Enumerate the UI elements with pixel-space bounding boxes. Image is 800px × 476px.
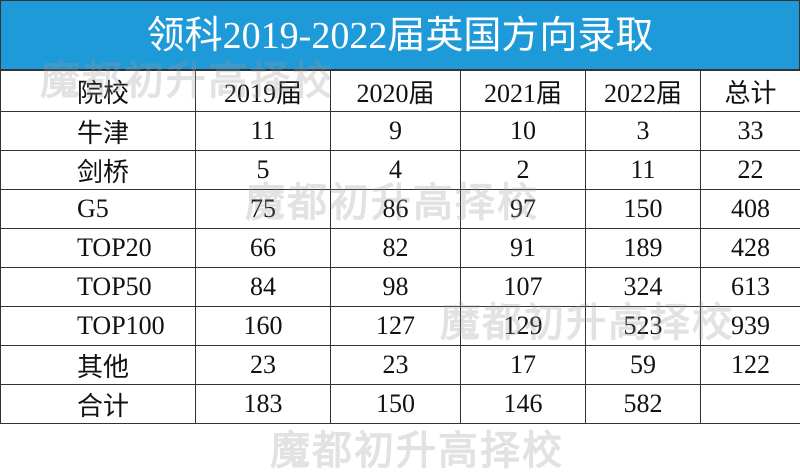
table-cell: 97 (461, 190, 586, 229)
table-cell: 160 (196, 307, 331, 346)
table-cell (701, 385, 800, 424)
table-cell: 408 (701, 190, 800, 229)
table-cell: 523 (586, 307, 701, 346)
table-cell: 324 (586, 268, 701, 307)
table-cell: 613 (701, 268, 800, 307)
table-cell: 122 (701, 346, 800, 385)
table-cell: 院校 (1, 71, 196, 112)
table-cell: 428 (701, 229, 800, 268)
table-cell: 146 (461, 385, 586, 424)
table-cell: 86 (331, 190, 461, 229)
table-cell: 5 (196, 151, 331, 190)
table-cell: 11 (196, 112, 331, 151)
table-cell: TOP50 (1, 268, 196, 307)
table-cell: TOP100 (1, 307, 196, 346)
table-cell: 91 (461, 229, 586, 268)
table-cell: 总计 (701, 71, 800, 112)
table-cell: 9 (331, 112, 461, 151)
table-cell: 183 (196, 385, 331, 424)
table-cell: 其他 (1, 346, 196, 385)
title-bar: 领科2019-2022届英国方向录取 (0, 0, 800, 70)
table-cell: 66 (196, 229, 331, 268)
table-cell: 59 (586, 346, 701, 385)
table-cell: 23 (196, 346, 331, 385)
table-cell: 189 (586, 229, 701, 268)
table-cell: 33 (701, 112, 800, 151)
table-cell: 939 (701, 307, 800, 346)
table-cell: 84 (196, 268, 331, 307)
table-cell: 150 (586, 190, 701, 229)
table-cell: 22 (701, 151, 800, 190)
table-cell: 582 (586, 385, 701, 424)
watermark: 魔都初升高择校 (270, 418, 564, 476)
table-cell: 剑桥 (1, 151, 196, 190)
table-cell: 127 (331, 307, 461, 346)
table-cell: 11 (586, 151, 701, 190)
table-cell: G5 (1, 190, 196, 229)
table-cell: 2020届 (331, 71, 461, 112)
table-cell: 2019届 (196, 71, 331, 112)
table-cell: 3 (586, 112, 701, 151)
table-cell: TOP20 (1, 229, 196, 268)
table-cell: 牛津 (1, 112, 196, 151)
table-cell: 2 (461, 151, 586, 190)
table-cell: 107 (461, 268, 586, 307)
table-cell: 10 (461, 112, 586, 151)
table-cell: 4 (331, 151, 461, 190)
table-cell: 23 (331, 346, 461, 385)
table-cell: 82 (331, 229, 461, 268)
table-cell: 129 (461, 307, 586, 346)
table-cell: 2022届 (586, 71, 701, 112)
table-cell: 17 (461, 346, 586, 385)
table-cell: 98 (331, 268, 461, 307)
table-cell: 75 (196, 190, 331, 229)
table-cell: 合计 (1, 385, 196, 424)
table-cell: 2021届 (461, 71, 586, 112)
table-cell: 150 (331, 385, 461, 424)
